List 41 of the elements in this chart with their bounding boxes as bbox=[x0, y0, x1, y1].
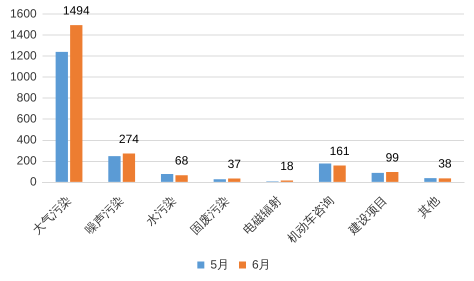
data-label: 37 bbox=[228, 156, 242, 171]
bar bbox=[318, 163, 332, 182]
bar bbox=[214, 179, 226, 182]
bar bbox=[122, 154, 136, 182]
bar bbox=[160, 174, 174, 182]
bar bbox=[70, 25, 82, 182]
bar bbox=[372, 172, 384, 182]
bar bbox=[424, 178, 437, 182]
bar bbox=[228, 178, 240, 182]
y-tick-label: 0 bbox=[30, 174, 38, 189]
legend-label: 6月 bbox=[252, 257, 271, 272]
x-tick-label: 机动车咨询 bbox=[284, 193, 337, 246]
y-tick-label: 400 bbox=[16, 132, 38, 147]
y-tick-label: 1400 bbox=[10, 27, 38, 42]
data-label: 161 bbox=[330, 144, 350, 158]
y-tick-label: 800 bbox=[16, 90, 38, 105]
x-tick-label: 水污染 bbox=[143, 193, 179, 228]
y-tick-label: 200 bbox=[16, 154, 38, 168]
bar bbox=[56, 52, 68, 182]
data-label: 38 bbox=[438, 156, 452, 171]
bar bbox=[175, 175, 188, 182]
bar bbox=[333, 165, 346, 182]
x-tick-label: 建设项目 bbox=[344, 193, 390, 238]
data-label: 99 bbox=[386, 150, 400, 164]
y-tick-label: 1000 bbox=[10, 69, 38, 84]
x-tick-label: 固废污染 bbox=[188, 193, 232, 237]
data-label: 1494 bbox=[62, 3, 90, 18]
data-label: 274 bbox=[118, 132, 140, 146]
bar bbox=[438, 178, 452, 182]
x-tick-label: 噪声污染 bbox=[82, 193, 126, 237]
y-tick-label: 600 bbox=[16, 112, 38, 126]
data-label: 18 bbox=[280, 158, 294, 173]
legend-label: 5月 bbox=[210, 257, 230, 272]
y-tick-label: 1600 bbox=[10, 6, 38, 20]
bar bbox=[386, 172, 398, 182]
data-label: 68 bbox=[174, 154, 189, 168]
bar bbox=[108, 156, 121, 182]
y-tick-label: 1200 bbox=[10, 48, 38, 62]
x-tick-label: 其他 bbox=[415, 193, 442, 220]
x-tick-label: 电磁辐射 bbox=[240, 193, 284, 237]
x-tick-label: 大气污染 bbox=[30, 193, 74, 237]
